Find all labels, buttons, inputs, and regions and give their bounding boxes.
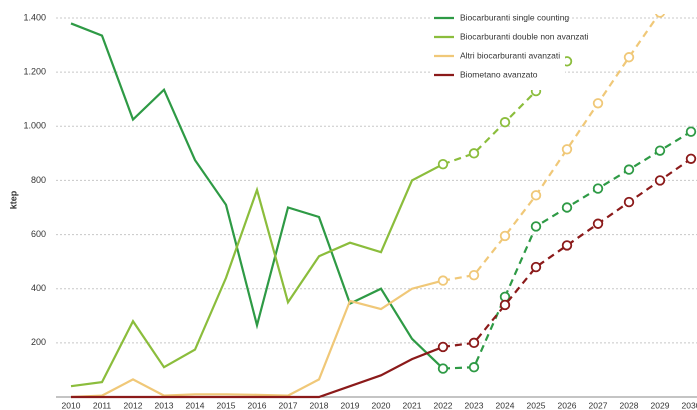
x-tick-label: 2011 [93, 400, 112, 410]
y-tick-label: 600 [31, 229, 46, 239]
x-tick-label: 2014 [186, 400, 205, 410]
x-tick-label: 2018 [310, 400, 329, 410]
y-tick-label: 400 [31, 283, 46, 293]
y-tick-label: 800 [31, 175, 46, 185]
marker [530, 261, 542, 273]
plot-area [70, 14, 697, 399]
legend-box [430, 8, 565, 90]
x-tick-label: 2017 [279, 400, 298, 410]
legend-label: Altri biocarburanti avanzati [460, 50, 560, 60]
y-axis-label: ktep [8, 190, 18, 209]
x-tick-label: 2025 [527, 400, 546, 410]
marker [561, 240, 573, 251]
marker [623, 196, 635, 208]
series-line [70, 279, 444, 399]
marker [468, 337, 480, 349]
marker [499, 230, 511, 242]
legend-label: Biocarburanti single counting [460, 12, 569, 22]
projection-line [442, 157, 692, 349]
x-tick-label: 2027 [589, 400, 608, 410]
x-tick-label: 2012 [124, 400, 143, 410]
x-tick-label: 2020 [372, 400, 391, 410]
marker [623, 164, 635, 175]
marker [530, 221, 542, 232]
x-tick-label: 2010 [62, 400, 81, 410]
series-line [71, 345, 444, 399]
y-tick-label: 1.200 [23, 67, 46, 77]
y-tick-label: 1.400 [23, 12, 46, 22]
x-tick-label: 2023 [465, 400, 484, 410]
marker [437, 275, 449, 286]
series-line [70, 22, 444, 370]
marker [654, 145, 666, 156]
marker [592, 218, 604, 229]
marker [654, 175, 666, 186]
marker [468, 362, 480, 373]
x-tick-label: 2016 [248, 400, 267, 410]
marker [654, 14, 666, 18]
legend-label: Biometano avanzato [460, 69, 538, 79]
marker [437, 158, 449, 170]
x-tick-label: 2030 [682, 400, 697, 410]
legend-label: Biocarburanti double non avanzati [460, 31, 589, 41]
marker [437, 341, 449, 353]
y-tick-label: 200 [31, 337, 46, 347]
marker [592, 98, 604, 109]
marker [468, 148, 480, 159]
marker [530, 190, 542, 201]
y-tick-label: 1.000 [23, 121, 46, 131]
marker [561, 144, 573, 155]
series-line [70, 163, 444, 388]
x-tick-label: 2029 [651, 400, 670, 410]
x-tick-label: 2019 [341, 400, 360, 410]
marker [592, 183, 604, 194]
marker [561, 202, 573, 213]
marker [623, 52, 635, 63]
x-tick-label: 2013 [155, 400, 174, 410]
marker [437, 363, 449, 374]
x-tick-label: 2022 [434, 400, 453, 410]
marker [499, 299, 511, 311]
projection-line [442, 14, 661, 282]
x-tick-label: 2015 [217, 400, 236, 410]
marker [685, 126, 697, 137]
marker [468, 269, 480, 281]
marker [499, 117, 511, 128]
x-tick-label: 2026 [558, 400, 577, 410]
marker [685, 153, 697, 164]
x-tick-label: 2024 [496, 400, 515, 410]
x-tick-label: 2028 [620, 400, 639, 410]
x-tick-label: 2021 [403, 400, 422, 410]
